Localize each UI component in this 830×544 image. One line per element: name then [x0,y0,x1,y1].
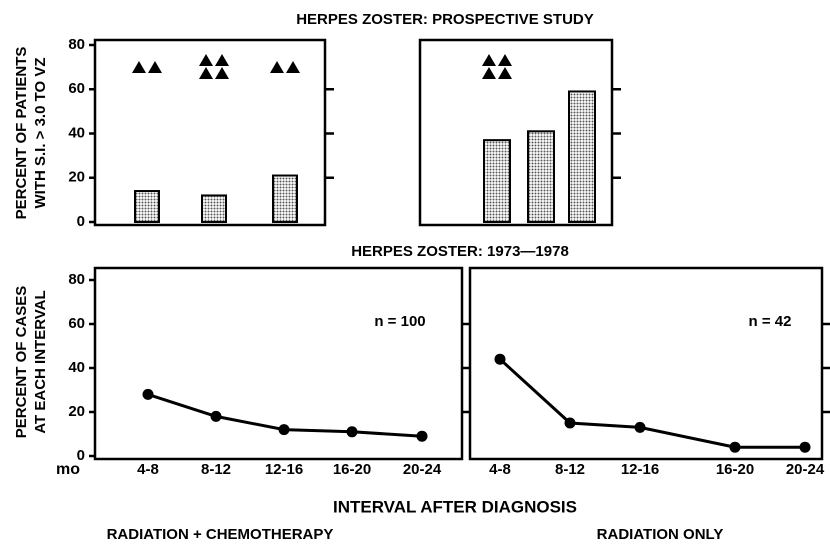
triangle-marker [132,61,146,73]
triangle-marker [498,54,512,66]
triangle-marker [482,54,496,66]
point [729,441,741,453]
bar [483,139,511,223]
x-tick-label: 8-12 [555,461,585,478]
y-tick-label: 40 [68,124,85,141]
line [498,358,805,449]
x-tick-label: 20-24 [403,461,442,478]
point [210,410,222,422]
point [346,426,358,438]
y-tick-label: 40 [68,359,85,376]
x-tick-label: 12-16 [265,461,303,478]
annotation: n = 42 [749,313,792,330]
bar [201,194,227,223]
panel-frame [468,266,824,461]
point [494,353,506,365]
triangle-marker [270,61,284,73]
y-tick-label: 20 [68,169,85,186]
point [564,417,576,429]
point [278,424,290,436]
y-tick-label: 20 [68,403,85,420]
point [416,430,428,442]
x-axis-label: INTERVAL AFTER DIAGNOSIS [333,497,577,516]
triangle-marker [199,67,213,79]
group-label: RADIATION ONLY [597,526,724,543]
triangle-marker [498,67,512,79]
bar [568,90,596,224]
x-tick-label: 4-8 [489,461,511,478]
x-tick-label: 12-16 [621,461,659,478]
y-tick-label: 60 [68,80,85,97]
chart-title: HERPES ZOSTER: 1973—1978 [351,243,569,260]
y-tick-label: 0 [77,213,85,230]
y-axis-label: WITH S.I. > 3.0 TO VZ [32,57,49,208]
triangle-marker [482,67,496,79]
y-tick-label: 80 [68,271,85,288]
point [142,388,154,400]
y-tick-label: 80 [68,36,85,53]
triangle-marker [148,61,162,73]
x-tick-label: 20-24 [786,461,825,478]
y-axis-label: PERCENT OF PATIENTS [13,47,30,220]
triangle-marker [286,61,300,73]
bar [134,190,160,223]
bar [272,174,298,224]
x-tick-label: 8-12 [201,461,231,478]
x-tick-label: 16-20 [716,461,754,478]
y-axis-label: AT EACH INTERVAL [32,290,49,433]
y-tick-label: 60 [68,315,85,332]
x-tick-label: 4-8 [137,461,159,478]
y-tick-label: 0 [77,447,85,464]
bar [527,130,555,224]
x-unit: mo [56,461,80,478]
group-label: RADIATION + CHEMOTHERAPY [107,526,334,543]
point [634,421,646,433]
x-tick-label: 16-20 [333,461,371,478]
chart-title: HERPES ZOSTER: PROSPECTIVE STUDY [296,11,594,28]
triangle-marker [199,54,213,66]
triangle-marker [215,67,229,79]
panel-frame [93,266,464,461]
triangle-marker [215,54,229,66]
point [799,441,811,453]
y-axis-label: PERCENT OF CASES [13,286,30,439]
annotation: n = 100 [374,313,425,330]
